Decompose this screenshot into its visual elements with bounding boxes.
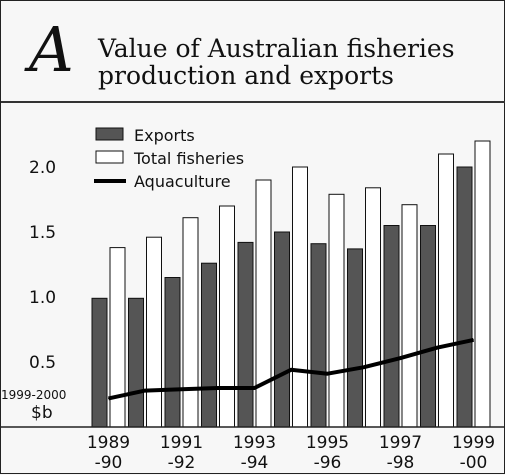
bar-total-fisheries bbox=[438, 153, 454, 428]
bar-total-fisheries bbox=[182, 217, 199, 428]
bar-total-fisheries bbox=[109, 247, 126, 428]
header-divider bbox=[1, 101, 505, 103]
legend-label-total-fisheries: Total fisheries bbox=[133, 149, 244, 168]
x-tick-label-year: 1989 bbox=[87, 433, 130, 453]
chart-title-line-1: Value of Australian fisheries bbox=[98, 34, 455, 63]
x-tick-label-year: 1993 bbox=[233, 433, 276, 453]
x-tick-label-span: -92 bbox=[168, 453, 196, 473]
y-unit-label-line-2: $b bbox=[31, 403, 53, 423]
x-tick-label-year: 1997 bbox=[379, 433, 422, 453]
x-tick-label-span: -98 bbox=[387, 453, 415, 473]
point-aquaculture bbox=[436, 347, 438, 349]
x-tick-label-year: 1995 bbox=[306, 433, 349, 453]
x-tick-label-span: -94 bbox=[241, 453, 269, 473]
legend-label-exports: Exports bbox=[134, 126, 195, 145]
bar-total-fisheries bbox=[292, 166, 308, 428]
x-tick-label-span: -96 bbox=[314, 453, 342, 473]
point-aquaculture bbox=[473, 339, 474, 341]
point-aquaculture bbox=[400, 357, 401, 359]
bar-total-fisheries bbox=[365, 187, 381, 428]
y-unit-label: 1999-2000 $b bbox=[1, 388, 66, 423]
y-tick-label: 1.0 bbox=[29, 288, 56, 308]
point-aquaculture bbox=[363, 366, 365, 368]
legend-swatch-exports bbox=[95, 127, 124, 141]
bar-exports bbox=[420, 225, 436, 428]
bar-exports bbox=[383, 225, 400, 428]
bar-exports bbox=[201, 262, 217, 428]
x-axis-labels: 1989-90 1991-92 1993-94 1995-96 1997-98 1999-… bbox=[87, 433, 495, 473]
x-tick-label-span: -00 bbox=[460, 453, 488, 473]
bar-exports bbox=[237, 241, 254, 428]
x-tick-label-year: 1991 bbox=[160, 433, 203, 453]
y-axis-ticks: 0.5 1.0 1.5 2.0 bbox=[29, 158, 56, 373]
point-aquaculture bbox=[254, 387, 255, 389]
bar-exports bbox=[128, 297, 144, 428]
bar-total-fisheries bbox=[474, 140, 491, 428]
y-tick-label: 1.5 bbox=[29, 223, 56, 243]
point-aquaculture bbox=[108, 397, 109, 399]
legend-label-aquaculture: Aquaculture bbox=[134, 172, 231, 191]
point-aquaculture bbox=[327, 373, 328, 375]
chart-title-line-2: production and exports bbox=[98, 61, 394, 90]
bar-total-fisheries bbox=[146, 236, 162, 428]
bar-total-fisheries bbox=[328, 193, 345, 428]
bar-exports bbox=[310, 243, 327, 428]
legend: Exports Total fisheries Aquaculture bbox=[94, 126, 244, 191]
bar-exports bbox=[274, 231, 290, 428]
line-aquaculture bbox=[108, 337, 474, 401]
bar-total-fisheries bbox=[219, 205, 235, 428]
bar-exports bbox=[456, 166, 473, 428]
point-aquaculture bbox=[290, 369, 292, 371]
legend-swatch-total-fisheries bbox=[95, 150, 124, 164]
figure-header: A Value of Australian fisheries producti… bbox=[1, 1, 505, 101]
bar-total-fisheries bbox=[255, 179, 272, 428]
x-tick-label-span: -90 bbox=[95, 453, 123, 473]
y-tick-label: 0.5 bbox=[29, 353, 56, 373]
y-unit-label-line-1: 1999-2000 bbox=[1, 388, 66, 402]
point-aquaculture bbox=[217, 387, 219, 389]
aquaculture-line-group bbox=[108, 337, 474, 401]
figure-letter: A bbox=[29, 13, 74, 86]
bar-total-fisheries bbox=[401, 204, 418, 428]
bar-exports bbox=[91, 297, 108, 428]
y-tick-label: 2.0 bbox=[29, 158, 56, 178]
point-aquaculture bbox=[181, 388, 182, 390]
bar-exports bbox=[347, 248, 363, 428]
x-tick-label-year: 1999 bbox=[452, 433, 495, 453]
point-aquaculture bbox=[144, 390, 146, 392]
bar-exports bbox=[164, 277, 181, 428]
